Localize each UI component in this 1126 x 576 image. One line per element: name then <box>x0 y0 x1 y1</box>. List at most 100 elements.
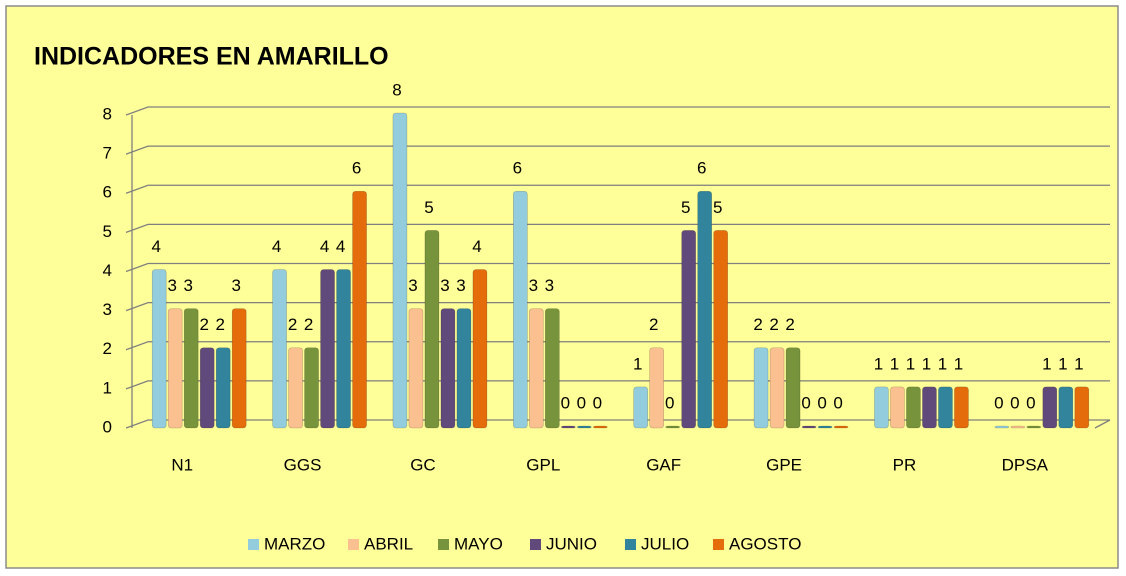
data-label: 3 <box>440 276 449 295</box>
legend-label: JULIO <box>641 534 689 553</box>
grid-line <box>125 184 1110 194</box>
bar <box>833 425 849 429</box>
data-label: 1 <box>954 354 963 373</box>
bar <box>408 308 424 429</box>
grid-line <box>125 262 1110 273</box>
legend-label: MARZO <box>264 534 325 553</box>
grid-line <box>125 106 1110 116</box>
legend-label: AGOSTO <box>729 534 801 553</box>
data-label: 2 <box>785 315 794 334</box>
data-label: 5 <box>713 198 722 217</box>
x-tick-label: GC <box>410 455 436 474</box>
y-tick-label: 2 <box>103 339 112 358</box>
legend-swatch <box>713 539 724 550</box>
grid-line <box>125 341 1110 351</box>
y-tick-label: 0 <box>103 417 112 436</box>
x-tick-label: PR <box>893 455 917 474</box>
data-label: 5 <box>681 198 690 217</box>
data-label: 3 <box>231 276 240 295</box>
bar <box>1042 386 1058 429</box>
bar <box>456 308 472 429</box>
bar <box>167 308 183 429</box>
bar <box>713 230 728 429</box>
data-label: 1 <box>874 354 883 373</box>
data-label: 0 <box>833 393 842 412</box>
data-label: 4 <box>320 237 329 256</box>
x-tick-label: GAF <box>646 455 681 474</box>
bar <box>529 308 544 429</box>
bar <box>336 269 351 429</box>
data-label: 4 <box>336 237 345 256</box>
data-label: 6 <box>697 159 706 178</box>
bar <box>183 308 199 429</box>
bar <box>288 347 303 429</box>
data-label: 6 <box>352 159 361 178</box>
data-label: 1 <box>1042 354 1051 373</box>
x-tick-label: GPE <box>766 455 802 474</box>
data-label: 0 <box>593 393 602 412</box>
bar <box>890 386 905 429</box>
bar <box>817 425 833 429</box>
bar <box>801 425 817 429</box>
legend-label: ABRIL <box>364 534 413 553</box>
data-label: 2 <box>288 315 297 334</box>
bar <box>1058 386 1074 429</box>
data-label: 2 <box>215 315 224 334</box>
bar <box>1010 425 1026 429</box>
x-tick-label: DPSA <box>1002 455 1049 474</box>
bar <box>231 308 247 429</box>
data-label: 0 <box>817 393 826 412</box>
data-label: 2 <box>769 315 778 334</box>
y-tick-label: 4 <box>103 261 112 280</box>
data-label: 0 <box>1010 393 1019 412</box>
data-label: 1 <box>890 354 899 373</box>
bar <box>513 190 528 429</box>
bar <box>697 190 712 429</box>
grid-line <box>125 223 1110 233</box>
y-tick-label: 1 <box>103 378 112 397</box>
grid-line <box>125 419 1111 429</box>
bar <box>561 425 576 429</box>
bar <box>874 386 889 429</box>
data-label: 2 <box>649 315 658 334</box>
data-label: 2 <box>304 315 313 334</box>
y-tick-label: 8 <box>103 104 112 123</box>
bar <box>994 425 1010 429</box>
legend-swatch <box>530 539 541 550</box>
data-label: 0 <box>1026 393 1035 412</box>
bar <box>304 347 319 429</box>
data-label: 0 <box>994 393 1003 412</box>
data-label: 3 <box>529 276 538 295</box>
data-label: 4 <box>472 237 481 256</box>
data-label: 4 <box>151 237 160 256</box>
data-label: 1 <box>906 354 915 373</box>
chart-title: INDICADORES EN AMARILLO <box>34 43 389 71</box>
data-label: 3 <box>183 276 192 295</box>
bar <box>424 230 440 429</box>
y-tick-label: 7 <box>103 144 112 163</box>
bar <box>320 269 335 429</box>
legend-label: JUNIO <box>546 534 597 553</box>
data-label: 1 <box>1074 354 1083 373</box>
data-label: 5 <box>424 198 433 217</box>
bar <box>545 308 560 429</box>
bar <box>215 347 231 429</box>
bar <box>151 269 167 429</box>
bar <box>593 425 608 429</box>
bar <box>769 347 785 429</box>
chart-background <box>5 5 1119 569</box>
bar <box>272 269 287 429</box>
legend-swatch <box>438 539 449 550</box>
legend-label: MAYO <box>454 534 503 553</box>
bar <box>199 347 215 429</box>
data-label: 2 <box>199 315 208 334</box>
data-label: 1 <box>633 354 642 373</box>
bar <box>633 386 648 429</box>
bar <box>440 308 456 429</box>
bar <box>954 386 969 429</box>
x-tick-label: N1 <box>171 455 193 474</box>
bar <box>922 386 937 429</box>
legend-swatch <box>248 539 259 550</box>
legend-swatch <box>625 539 636 550</box>
